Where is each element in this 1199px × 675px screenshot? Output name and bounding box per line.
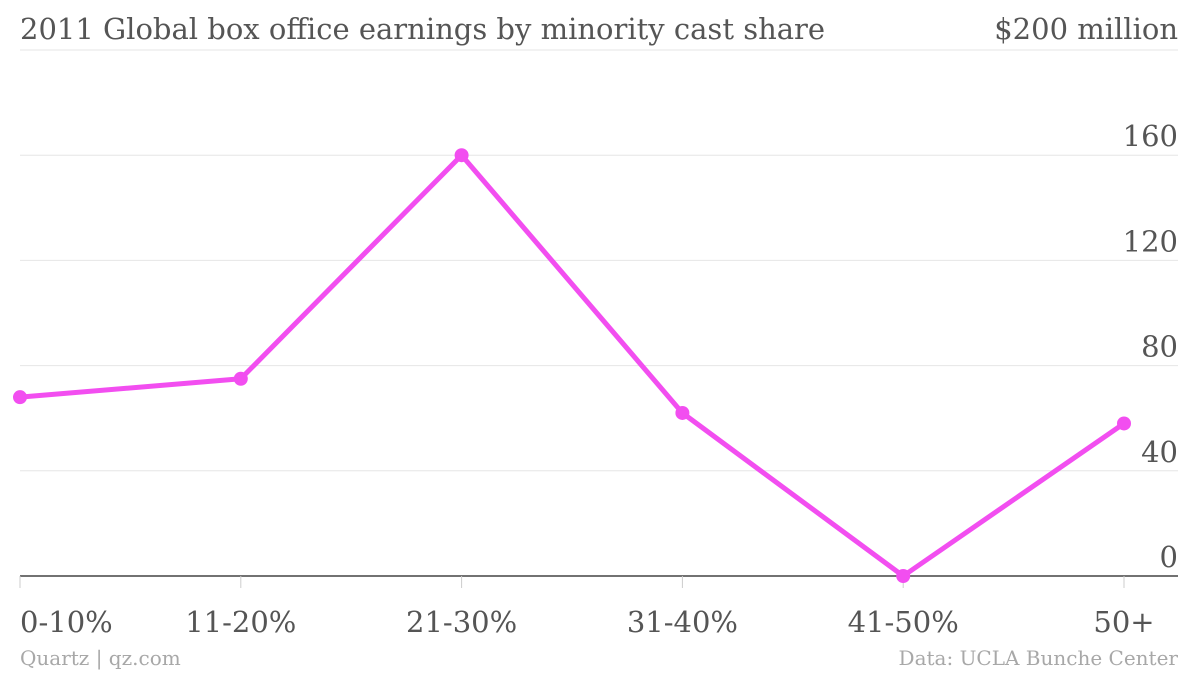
data-point-0-10% — [13, 390, 27, 405]
data-point-50+ — [1117, 416, 1131, 431]
x-tick-label-1: 11-20% — [185, 605, 296, 639]
x-tick-label-0: 0-10% — [20, 605, 113, 639]
y-tick-label-80: 80 — [1141, 330, 1178, 364]
x-tick-label-2: 21-30% — [406, 605, 517, 639]
chart-title: 2011 Global box office earnings by minor… — [20, 12, 826, 46]
data-point-41-50% — [896, 569, 911, 583]
data-point-31-40% — [675, 405, 690, 420]
x-tick-label-4: 41-50% — [848, 605, 959, 639]
y-tick-label-120: 120 — [1123, 224, 1178, 258]
y-tick-label-160: 160 — [1123, 119, 1178, 153]
x-tick-label-5: 50+ — [1093, 605, 1154, 639]
footer-data-credit: Data: UCLA Bunche Center — [898, 646, 1178, 670]
y-tick-label-0: 0 — [1160, 540, 1178, 574]
data-point-11-20% — [233, 371, 248, 386]
footer-source: Quartz | qz.com — [20, 646, 181, 670]
y-tick-label-40: 40 — [1141, 435, 1178, 469]
x-tick-label-3: 31-40% — [627, 605, 738, 639]
series-line-0 — [17, 152, 1127, 579]
data-point-21-30% — [454, 148, 469, 163]
y-axis-unit-label: $200 million — [994, 12, 1178, 46]
